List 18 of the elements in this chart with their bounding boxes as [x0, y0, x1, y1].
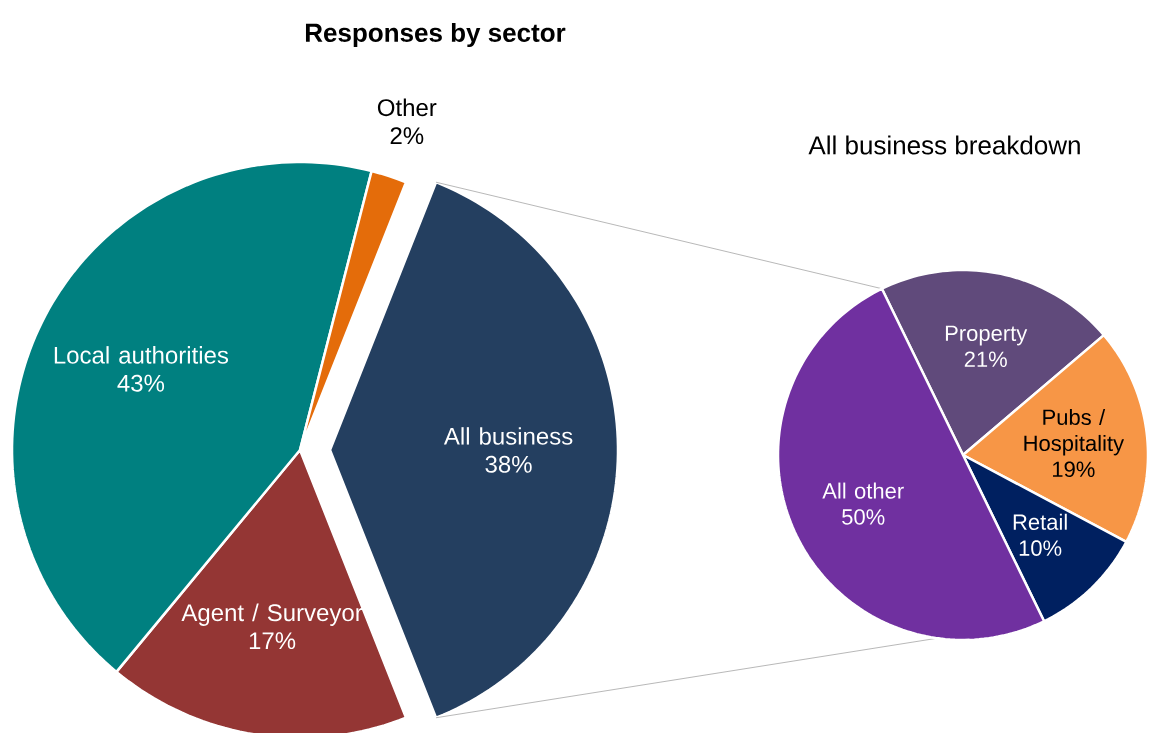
- slice-label: All business: [443, 427, 573, 445]
- slice-label: Agent / Surveyor: [181, 603, 363, 626]
- slice-label: Other: [377, 98, 437, 117]
- chart-title: All business breakdown: [808, 135, 1080, 155]
- slice-label: All other: [822, 482, 904, 499]
- data-label: 2%: [390, 127, 424, 145]
- data-label: 21%: [964, 351, 1007, 367]
- slice-label: Property: [945, 325, 1028, 346]
- data-label: 19%: [1053, 461, 1095, 478]
- data-label: 10%: [1019, 540, 1062, 556]
- slice-label: Retail: [1013, 513, 1067, 530]
- chart-title: Responses by sector: [305, 22, 566, 48]
- slice-label: Local authorities: [54, 346, 229, 364]
- data-label: 50%: [842, 509, 885, 525]
- data-label: 43%: [117, 374, 165, 392]
- data-label: 17%: [249, 632, 296, 650]
- data-label: 38%: [485, 455, 532, 473]
- slice-label: Pubs / Hospitality: [1024, 408, 1125, 456]
